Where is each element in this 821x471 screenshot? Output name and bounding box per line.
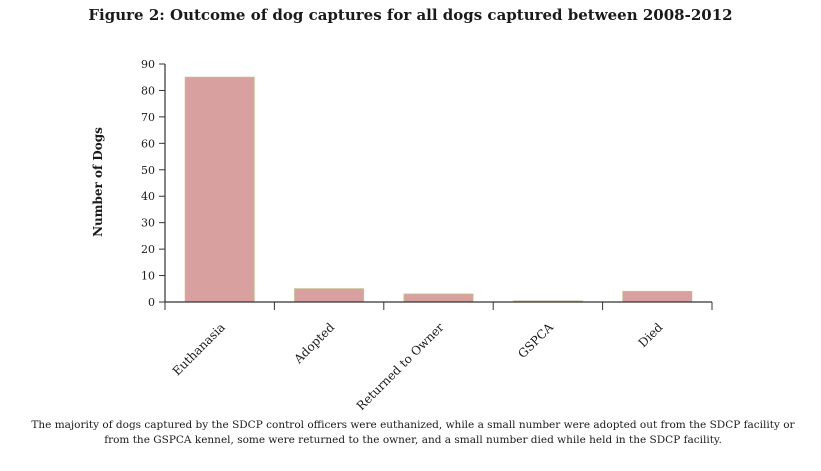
y-tick-label: 30	[141, 217, 155, 230]
x-axis: Euthanasia Adopted Returned to Owner GSPCA D…	[164, 301, 713, 413]
bar-adopted	[294, 288, 365, 303]
y-tick-label: 50	[141, 164, 155, 177]
y-tick-label: 10	[141, 270, 155, 283]
figure-caption: The majority of dogs captured by the SDC…	[31, 419, 795, 446]
y-tick-label: 70	[141, 111, 155, 124]
figure-title: Figure 2: Outcome of dog captures for al…	[88, 6, 733, 24]
x-category-label: Returned to Owner	[354, 320, 447, 413]
y-tick-label: 40	[141, 190, 155, 203]
x-category-label: GSPCA	[515, 320, 556, 361]
x-category-label: Died	[636, 320, 666, 350]
y-axis: 0 10 20 30 40 50 60 70 80 90	[141, 58, 166, 309]
x-category-label: Euthanasia	[170, 320, 228, 378]
y-tick-label: 20	[141, 243, 155, 256]
y-tick-label: 90	[141, 58, 155, 71]
y-tick-label: 0	[148, 296, 155, 309]
bar-returned-to-owner	[403, 293, 474, 303]
y-tick-label: 60	[141, 137, 155, 150]
bar-euthanasia	[184, 76, 255, 303]
x-category-label: Adopted	[291, 320, 338, 367]
y-tick-label: 80	[141, 84, 155, 97]
y-axis-title: Number of Dogs	[91, 127, 105, 237]
bar-died	[622, 290, 693, 303]
bars-group	[184, 76, 693, 303]
